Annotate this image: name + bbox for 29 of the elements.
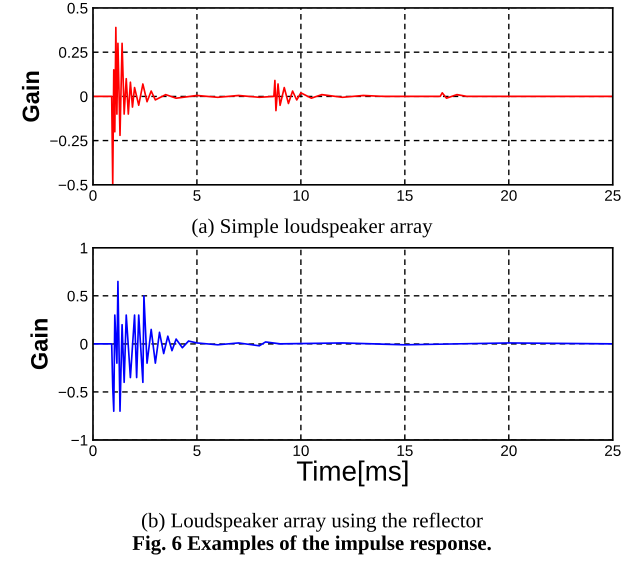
x-tick-label: 0 <box>89 445 97 456</box>
y-tick-label: 0.5 <box>67 290 88 302</box>
y-tick-label: 0.5 <box>67 2 88 14</box>
x-tick-label: 20 <box>501 445 517 456</box>
x-tick-label: 10 <box>294 190 309 201</box>
y-tick-label: 0.25 <box>58 47 88 58</box>
x-tick-label: 0 <box>89 190 97 201</box>
text: (a) Simple loudspeaker array <box>192 218 433 238</box>
y-tick-label: −0.5 <box>58 386 88 398</box>
x-tick-label: 10 <box>294 445 309 456</box>
y-tick-label: −0.5 <box>58 180 88 191</box>
x-tick-label: 15 <box>398 445 413 456</box>
y-axis-title: Gain <box>22 72 40 122</box>
line-series <box>92 280 613 412</box>
y-tick-label: −1 <box>71 435 88 446</box>
x-tick-label: 20 <box>501 190 517 201</box>
x-tick-label: 5 <box>193 445 201 456</box>
y-tick-label: 0 <box>80 338 88 350</box>
y-tick-label: −0.25 <box>50 135 88 146</box>
y-tick-label: 0 <box>80 91 88 102</box>
y-tick-label: 1 <box>80 242 88 254</box>
x-tick-label: 15 <box>398 190 413 201</box>
x-tick-label: 5 <box>193 190 201 201</box>
x-tick-label: 25 <box>605 445 621 456</box>
text: (b) Loudspeaker array using the reflector <box>142 512 483 532</box>
x-axis-title: Time[ms] <box>296 460 408 486</box>
x-tick-label: 25 <box>605 190 621 201</box>
y-axis-title: Gain <box>30 319 48 370</box>
caption: Fig. 6 Examples of the impulse response. <box>132 535 491 555</box>
